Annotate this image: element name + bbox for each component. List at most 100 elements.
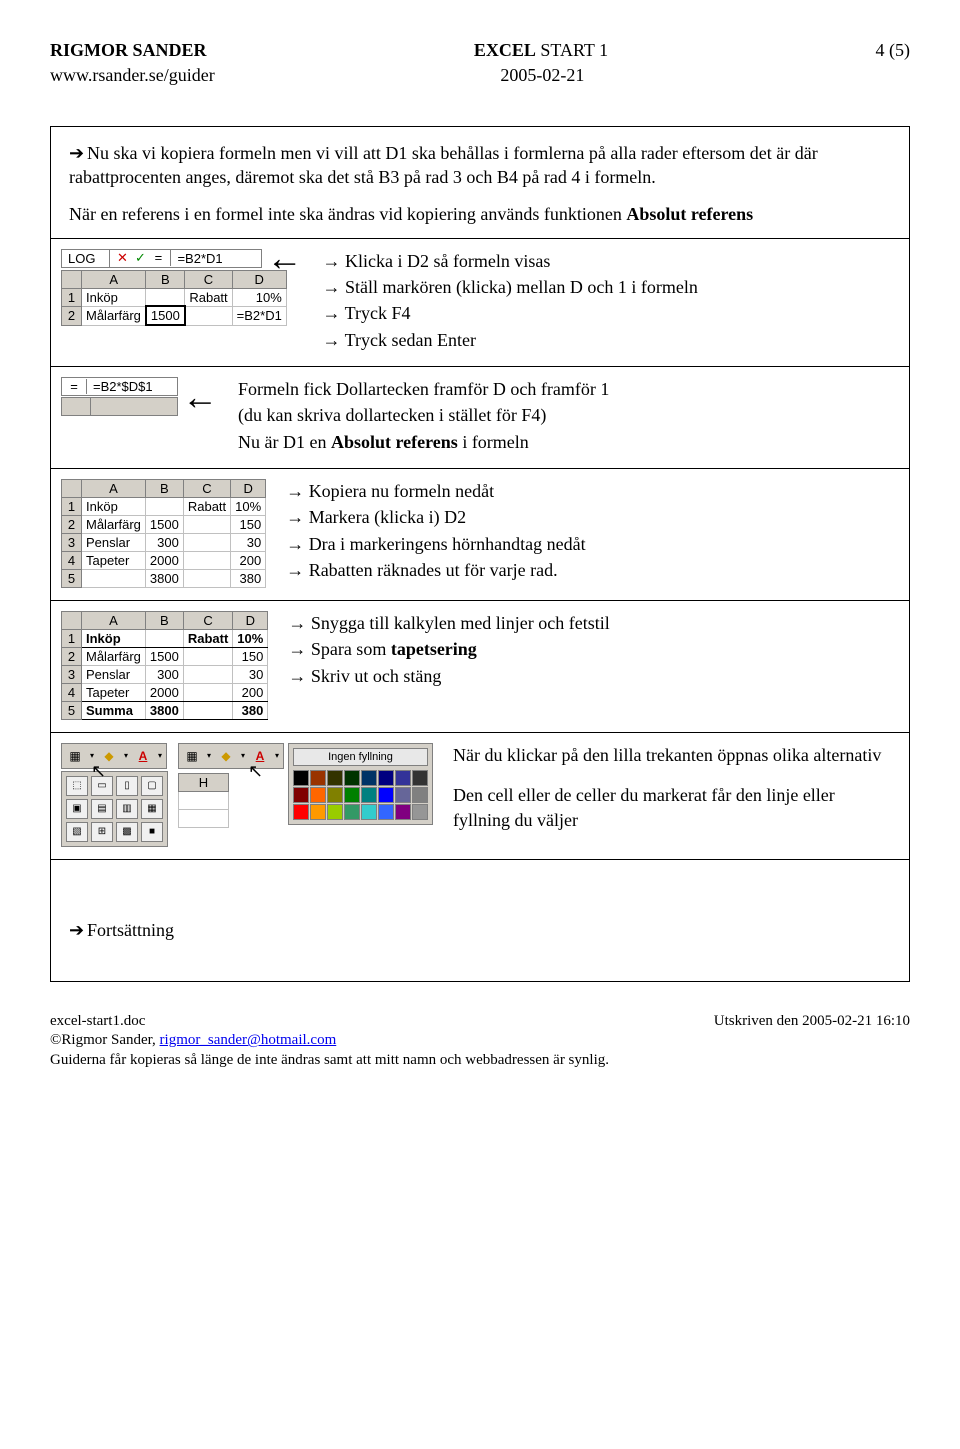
border-option[interactable]: ▯ [116, 776, 138, 796]
outro-block: ➔Fortsättning [51, 859, 909, 981]
color-swatch[interactable] [412, 804, 428, 820]
border-option[interactable]: ▦ [141, 799, 163, 819]
step-4: ABCD 1InköpRabatt10% 2Målarfärg1500150 3… [51, 600, 909, 732]
border-option[interactable]: ▭ [91, 776, 113, 796]
page-header: RIGMOR SANDER EXCEL START 1 4 (5) [50, 40, 910, 61]
arrow-icon: ➔ [69, 920, 87, 941]
formula-input[interactable]: =B2*$D$1 [87, 378, 177, 395]
chevron-down-icon[interactable]: ▾ [273, 751, 281, 760]
spreadsheet-1: ABCD 1InköpRabatt10% 2Målarfärg1500=B2*D… [61, 270, 287, 327]
color-swatch[interactable] [344, 770, 360, 786]
border-option[interactable]: ⬚ [66, 776, 88, 796]
color-swatch[interactable] [395, 787, 411, 803]
fill-color-button[interactable]: ◆ [98, 746, 120, 766]
instruction: → Ställ markören (klicka) mellan D och 1… [322, 275, 891, 299]
color-swatch[interactable] [344, 787, 360, 803]
instruction: → Tryck sedan Enter [322, 328, 891, 352]
print-timestamp: Utskriven den 2005-02-21 16:10 [714, 1012, 910, 1071]
step-5: ▦▾ ◆▾ A▾ ↖ ⬚▭▯▢ ▣▤▥▦ ▧⊞▩■ ▦▾ ◆▾ [51, 732, 909, 859]
confirm-icon[interactable]: ✓ [132, 250, 148, 266]
color-swatch[interactable] [310, 787, 326, 803]
name-box[interactable]: LOG [62, 250, 110, 267]
fill-color-button[interactable]: ◆ [215, 746, 237, 766]
copyright-note: Guiderna får kopieras så länge de inte ä… [50, 1051, 609, 1071]
arrow-icon: ➔ [69, 141, 87, 165]
border-option[interactable]: ▢ [141, 776, 163, 796]
instruction: Formeln fick Dollartecken framför D och … [238, 377, 891, 401]
intro-text: Nu ska vi kopiera formeln men vi vill at… [69, 143, 818, 187]
instruction: → Snygga till kalkylen med linjer och fe… [288, 611, 891, 635]
instruction: → Rabatten räknades ut för varje rad. [286, 558, 891, 582]
formula-input[interactable]: =B2*D1 [171, 250, 261, 267]
color-swatch[interactable] [395, 770, 411, 786]
col-header[interactable]: H [179, 773, 229, 791]
intro-block: ➔Nu ska vi kopiera formeln men vi vill a… [51, 127, 909, 238]
instruction: → Kopiera nu formeln nedåt [286, 479, 891, 503]
color-swatch[interactable] [378, 770, 394, 786]
border-option[interactable]: ▩ [116, 822, 138, 842]
content-box: ➔Nu ska vi kopiera formeln men vi vill a… [50, 126, 910, 982]
chevron-down-icon[interactable]: ▾ [239, 751, 247, 760]
color-swatch[interactable] [344, 804, 360, 820]
color-swatch[interactable] [412, 787, 428, 803]
pointer-arrow-icon: ← [266, 249, 302, 267]
color-swatch[interactable] [395, 804, 411, 820]
color-swatch[interactable] [327, 804, 343, 820]
border-option[interactable]: ⊞ [91, 822, 113, 842]
chevron-down-icon[interactable]: ▾ [122, 751, 130, 760]
spreadsheet-3: ABCD 1InköpRabatt10% 2Målarfärg1500150 3… [61, 479, 266, 588]
fill-toolbar: ▦▾ ◆▾ A▾ [178, 743, 284, 769]
chevron-down-icon[interactable]: ▾ [205, 751, 213, 760]
equals-icon[interactable]: = [150, 250, 166, 266]
email-link[interactable]: rigmor_sander@hotmail.com [160, 1032, 337, 1048]
borders-dropdown: ⬚▭▯▢ ▣▤▥▦ ▧⊞▩■ [61, 771, 168, 847]
color-swatch[interactable] [327, 770, 343, 786]
color-swatch[interactable] [293, 804, 309, 820]
author: RIGMOR SANDER [50, 40, 207, 61]
border-option[interactable]: ▣ [66, 799, 88, 819]
color-swatch[interactable] [293, 787, 309, 803]
instruction: → Dra i markeringens hörnhandtag nedåt [286, 532, 891, 556]
color-swatch[interactable] [412, 770, 428, 786]
color-swatch[interactable] [310, 770, 326, 786]
step-2: = =B2*$D$1 ← Formeln fick Dollartecken f… [51, 366, 909, 468]
date: 2005-02-21 [500, 65, 584, 86]
page-number: 4 (5) [875, 40, 910, 61]
instruction: Den cell eller de celler du markerat får… [453, 783, 891, 832]
borders-button[interactable]: ▦ [181, 746, 203, 766]
chevron-down-icon[interactable]: ▾ [156, 751, 164, 760]
equals-icon[interactable]: = [66, 379, 82, 394]
instruction: (du kan skriva dollartecken i stället fö… [238, 403, 891, 427]
color-swatch[interactable] [361, 770, 377, 786]
instruction: → Klicka i D2 så formeln visas [322, 249, 891, 273]
outro-text: Fortsättning [87, 920, 174, 940]
instruction: Nu är D1 en Absolut referens i formeln [238, 430, 891, 454]
color-swatch[interactable] [310, 804, 326, 820]
color-swatch[interactable] [361, 787, 377, 803]
borders-button[interactable]: ▦ [64, 746, 86, 766]
chevron-down-icon[interactable]: ▾ [88, 751, 96, 760]
no-fill-button[interactable]: Ingen fyllning [293, 748, 428, 766]
color-swatch[interactable] [293, 770, 309, 786]
instruction: → Markera (klicka i) D2 [286, 505, 891, 529]
instruction: → Tryck F4 [322, 301, 891, 325]
doc-title: EXCEL START 1 [474, 40, 608, 61]
color-swatch[interactable] [361, 804, 377, 820]
font-color-button[interactable]: A [132, 746, 154, 766]
url: www.rsander.se/guider [50, 65, 215, 86]
formula-bar: LOG ✕ ✓ = =B2*D1 [61, 249, 262, 268]
step-3: ABCD 1InköpRabatt10% 2Målarfärg1500150 3… [51, 468, 909, 600]
color-palette [293, 770, 428, 820]
color-swatch[interactable] [378, 787, 394, 803]
border-option[interactable]: ▤ [91, 799, 113, 819]
formula-bar-2: = =B2*$D$1 [61, 377, 178, 396]
color-swatch[interactable] [378, 804, 394, 820]
page-subheader: www.rsander.se/guider 2005-02-21 [50, 65, 910, 86]
border-option[interactable]: ▥ [116, 799, 138, 819]
color-swatch[interactable] [327, 787, 343, 803]
border-option[interactable]: ■ [141, 822, 163, 842]
cancel-icon[interactable]: ✕ [114, 250, 130, 266]
border-option[interactable]: ▧ [66, 822, 88, 842]
font-color-button[interactable]: A [249, 746, 271, 766]
filename: excel-start1.doc [50, 1012, 609, 1032]
